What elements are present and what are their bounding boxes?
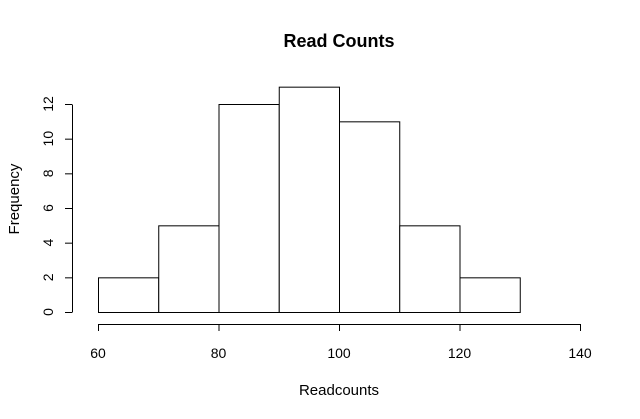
y-tick-label-10: 10 xyxy=(40,131,56,147)
bars-group xyxy=(98,86,521,314)
x-tick-label-100: 100 xyxy=(327,345,351,361)
y-tick-label-2: 2 xyxy=(40,273,56,281)
histogram-bar-90-100 xyxy=(278,86,340,313)
histogram-bar-100-110 xyxy=(339,121,401,314)
y-tick-label-6: 6 xyxy=(40,204,56,212)
histogram-bar-70-80 xyxy=(158,225,220,313)
histogram-bar-80-90 xyxy=(218,104,280,313)
x-axis: 60 80 100 120 140 xyxy=(90,324,592,361)
x-tick-label-140: 140 xyxy=(568,345,592,361)
y-axis: 0 2 4 6 8 10 12 xyxy=(40,96,73,316)
y-tick-label-8: 8 xyxy=(40,169,56,177)
chart-title: Read Counts xyxy=(283,31,394,51)
x-tick-label-120: 120 xyxy=(448,345,472,361)
y-tick-label-12: 12 xyxy=(40,96,56,112)
y-tick-label-4: 4 xyxy=(40,239,56,247)
y-tick-label-0: 0 xyxy=(40,308,56,316)
histogram-bar-60-70 xyxy=(98,277,160,314)
histogram-bar-110-120 xyxy=(399,225,461,313)
x-axis-label: Readcounts xyxy=(299,382,379,399)
histogram-bar-120-130 xyxy=(459,277,521,314)
y-axis-label: Frequency xyxy=(6,163,23,234)
x-tick-label-60: 60 xyxy=(90,345,106,361)
x-tick-label-80: 80 xyxy=(211,345,227,361)
